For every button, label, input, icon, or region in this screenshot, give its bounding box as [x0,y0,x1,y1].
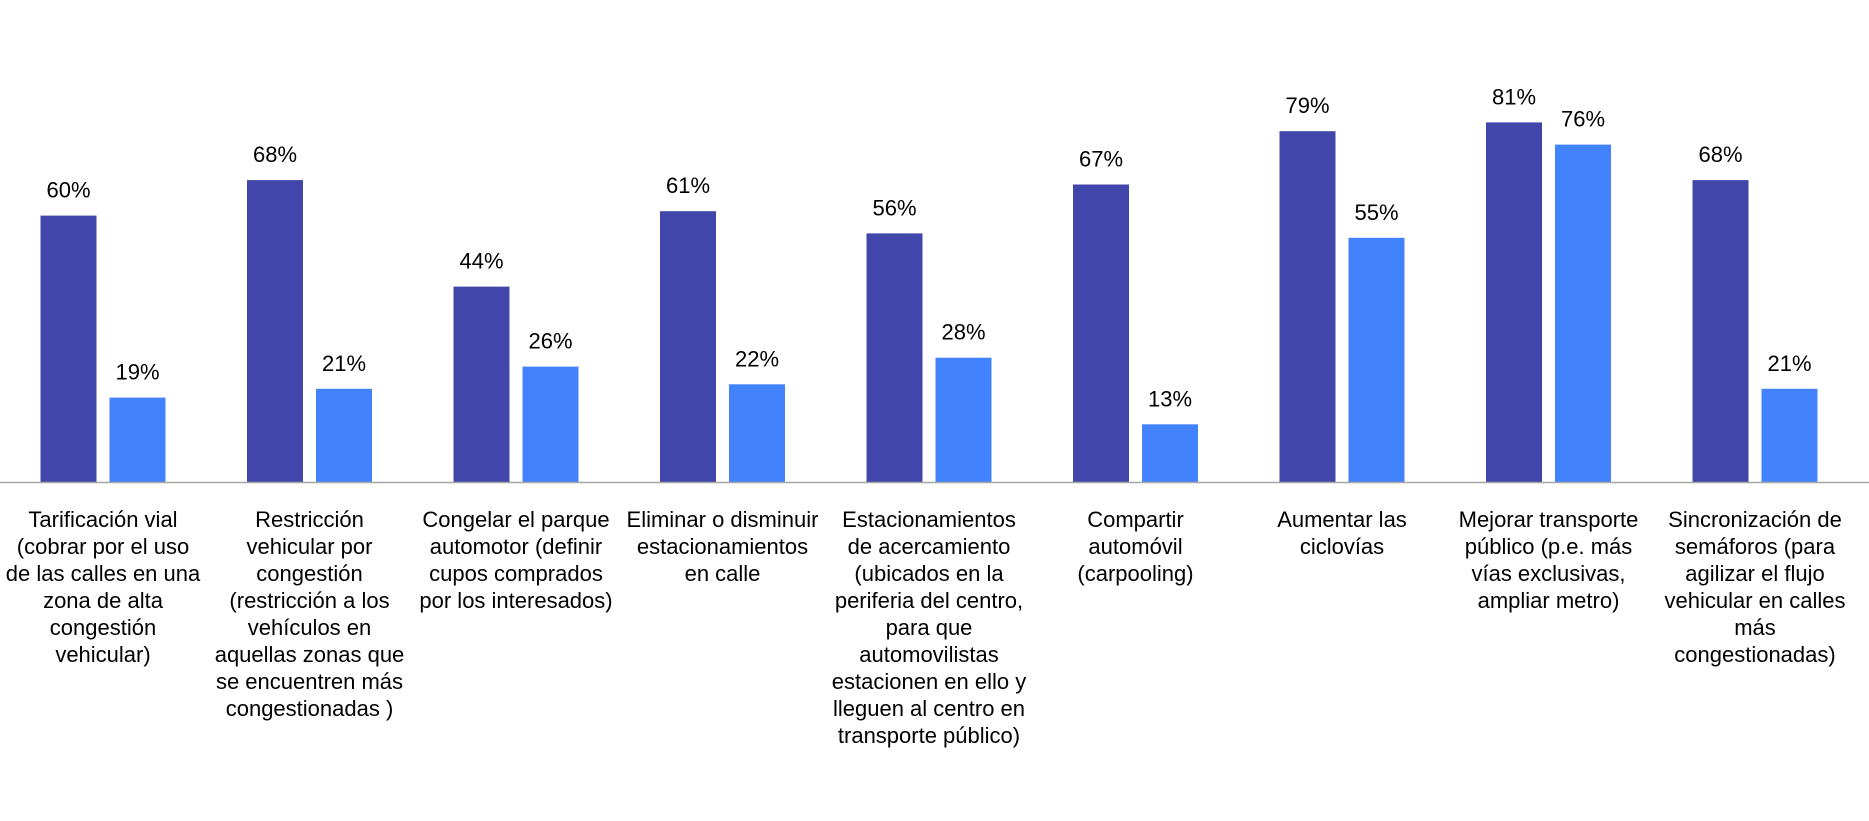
bar-series2-4 [729,384,785,482]
category-label-8: Mejorar transporte público (p.e. más vía… [1458,507,1639,613]
value-label-series1-1: 60% [46,178,90,203]
category-label-3: Congelar el parque automotor (definir cu… [419,507,613,613]
category-label-4: Eliminar o disminuir estacionamientos en… [626,507,819,586]
value-label-series2-7: 55% [1354,200,1398,225]
value-label-series2-4: 22% [735,346,779,371]
category-label-6: Compartir automóvil (carpooling) [1077,507,1194,586]
bar-series2-2 [316,388,372,482]
bar-series1-8 [1486,122,1542,483]
value-label-series2-5: 28% [941,320,985,345]
value-label-series2-9: 21% [1767,351,1811,376]
category-label-2: Restricción vehicular por congestión (re… [214,507,405,721]
value-label-series1-2: 68% [253,142,297,167]
value-label-series2-8: 76% [1561,107,1605,132]
value-label-series1-9: 68% [1698,142,1742,167]
bar-series1-4 [660,211,716,482]
bar-series1-6 [1073,184,1129,482]
value-label-series1-7: 79% [1285,93,1329,118]
value-label-series2-2: 21% [322,351,366,376]
bar-series1-7 [1279,131,1336,482]
bar-series1-5 [866,233,923,482]
category-label-1: Tarificación vial (cobrar por el uso de … [5,507,201,667]
value-label-series2-6: 13% [1148,386,1192,411]
value-label-series1-5: 56% [872,195,916,220]
bar-series2-9 [1761,388,1818,482]
category-label-9: Sincronización de semáforos (para agiliz… [1664,507,1846,667]
value-label-series1-3: 44% [459,249,503,274]
value-label-series1-4: 61% [666,173,710,198]
bar-series2-3 [522,366,579,482]
bar-series2-5 [935,357,992,482]
value-label-series1-6: 67% [1079,147,1123,172]
category-label-7: Aumentar las ciclovías [1277,507,1407,559]
bar-series2-8 [1555,144,1611,482]
bar-series1-2 [247,180,303,482]
bar-series2-7 [1348,237,1405,482]
value-label-series2-3: 26% [528,329,572,354]
bar-series1-3 [453,286,510,482]
bar-series1-9 [1692,180,1749,482]
bar-series2-1 [109,397,166,482]
category-label-5: Estacionamientos de acercamiento (ubicad… [831,507,1027,748]
value-label-series1-8: 81% [1492,84,1536,109]
bar-series1-1 [40,215,97,482]
bar-series2-6 [1142,424,1198,482]
value-label-series2-1: 19% [115,360,159,385]
